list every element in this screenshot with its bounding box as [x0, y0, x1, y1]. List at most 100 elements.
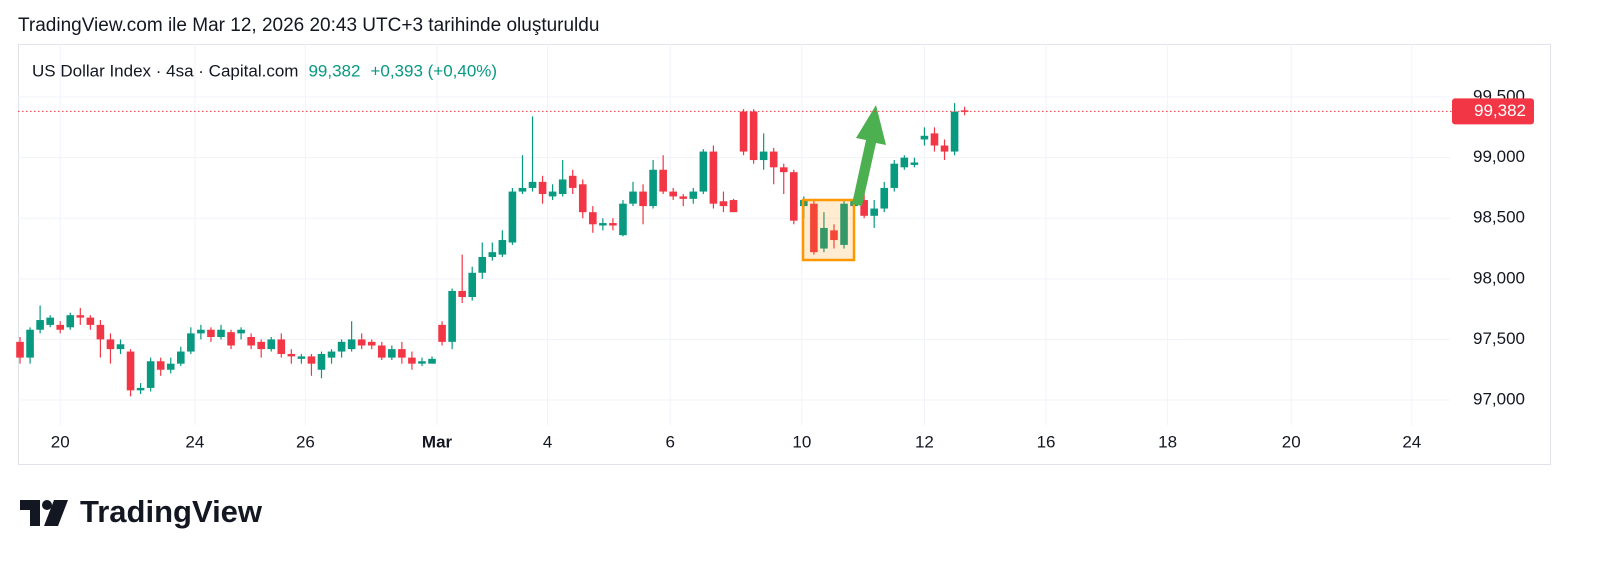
candle-body — [900, 157, 909, 168]
grid — [18, 44, 1450, 425]
candle-body — [920, 135, 929, 140]
y-tick-label: 99,000 — [1473, 147, 1525, 166]
candle-body — [327, 351, 336, 358]
candle-body — [418, 361, 426, 364]
candle-body — [297, 356, 306, 359]
candle-body — [377, 345, 386, 358]
x-tick-label: 6 — [665, 432, 674, 451]
candle-body — [739, 111, 748, 152]
candle-body — [498, 240, 507, 255]
chart-frame — [18, 44, 1551, 465]
candle-body — [438, 324, 446, 342]
candle-body — [357, 339, 366, 346]
candle-body — [960, 110, 969, 112]
candle-body — [820, 227, 828, 249]
candle-body — [468, 272, 477, 298]
candle-body — [779, 167, 788, 173]
candle-body — [448, 290, 456, 342]
candle-body — [458, 290, 466, 298]
candle-body — [388, 349, 396, 358]
x-tick-label: 24 — [185, 432, 204, 451]
brand-name: TradingView — [80, 494, 263, 529]
x-tick-label: 20 — [1282, 432, 1301, 451]
candle-body — [930, 133, 939, 146]
candle-body — [910, 162, 919, 165]
candle-body — [830, 230, 838, 241]
candle-body — [36, 320, 44, 330]
logo: TradingView — [20, 494, 263, 529]
candle-body — [518, 187, 527, 192]
candle-body — [810, 203, 818, 253]
x-tick-label: 20 — [51, 432, 70, 451]
candle-body — [558, 179, 567, 194]
y-tick-label: 98,000 — [1473, 268, 1525, 287]
candle-body — [46, 317, 54, 325]
candle-body — [709, 151, 718, 204]
legend-change: +0,393 (+0,40%) — [370, 61, 497, 80]
candle-body — [548, 191, 557, 197]
candle-body — [408, 357, 416, 364]
candle-body — [840, 203, 848, 245]
candle-body — [880, 187, 889, 209]
candle-body — [769, 151, 778, 168]
candle-body — [86, 317, 95, 325]
x-tick-label: 16 — [1037, 432, 1056, 451]
candle-body — [568, 175, 577, 188]
candle-body — [950, 111, 959, 152]
candle-body — [860, 200, 868, 216]
candle-body — [287, 353, 296, 357]
candle-body — [247, 337, 255, 346]
candle-body — [659, 169, 667, 192]
candle-body — [96, 324, 105, 340]
candle-body — [76, 315, 85, 318]
legend-price: 99,382 — [308, 61, 360, 80]
x-tick-label: 12 — [915, 432, 934, 451]
candle-body — [599, 223, 607, 226]
x-tick-label: Mar — [422, 432, 453, 451]
candle-body — [589, 212, 597, 225]
candle-body — [217, 329, 225, 338]
candle-body — [428, 358, 436, 364]
candle-body — [749, 111, 758, 161]
candle-body — [237, 329, 245, 334]
candle-body — [267, 339, 276, 350]
candle-body — [940, 145, 949, 152]
candle-body — [669, 191, 678, 197]
candle-body — [890, 163, 899, 188]
x-tick-label: 26 — [296, 432, 315, 451]
x-tick-label: 18 — [1158, 432, 1177, 451]
candle-body — [227, 332, 235, 346]
candle-body — [16, 341, 24, 358]
candle-body — [398, 349, 406, 358]
header-title: TradingView.com ile Mar 12, 2026 20:43 U… — [18, 15, 599, 36]
candle-body — [689, 191, 698, 199]
candle-body — [307, 356, 316, 364]
candle-body — [488, 252, 497, 258]
arrow-annotation — [852, 105, 886, 206]
y-tick-label: 97,500 — [1473, 329, 1525, 348]
candle-body — [619, 203, 627, 236]
candle-body — [609, 223, 617, 226]
candle-body — [156, 361, 165, 370]
candle-body — [187, 333, 195, 352]
candle-body — [759, 151, 768, 161]
candle-body — [126, 351, 135, 391]
candle-body — [870, 208, 878, 216]
candle-body — [699, 151, 708, 192]
candle-body — [207, 329, 215, 338]
x-tick-label: 10 — [792, 432, 811, 451]
candle-body — [136, 387, 145, 391]
candle-body — [66, 315, 75, 328]
candle-body — [146, 361, 155, 388]
last-price-tag — [1452, 98, 1534, 125]
candle-body — [629, 191, 637, 204]
candle-body — [197, 329, 205, 334]
candle-body — [176, 351, 185, 364]
x-tick-label: 24 — [1402, 432, 1421, 451]
candle-body — [317, 353, 326, 370]
candle-body — [116, 344, 125, 350]
y-tick-label: 97,000 — [1473, 390, 1525, 409]
candle-body — [528, 181, 537, 188]
